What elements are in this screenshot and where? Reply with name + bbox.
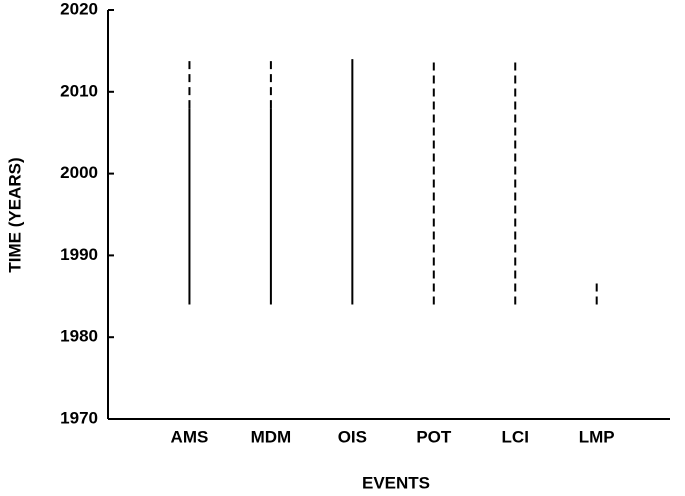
x-tick-label: AMS (171, 427, 209, 446)
y-tick-label: 1990 (60, 245, 98, 264)
y-tick-label: 2000 (60, 163, 98, 182)
x-tick-label: POT (416, 427, 452, 446)
x-tick-label: OIS (338, 427, 367, 446)
y-tick-label: 2020 (60, 0, 98, 18)
y-tick-label: 1970 (60, 408, 98, 427)
x-axis-label: EVENTS (362, 473, 430, 492)
y-tick-label: 2010 (60, 81, 98, 100)
x-tick-label: LCI (502, 427, 529, 446)
y-tick-label: 1980 (60, 327, 98, 346)
x-tick-label: MDM (251, 427, 292, 446)
x-tick-label: LMP (579, 427, 615, 446)
y-axis-label: TIME (YEARS) (5, 157, 24, 272)
